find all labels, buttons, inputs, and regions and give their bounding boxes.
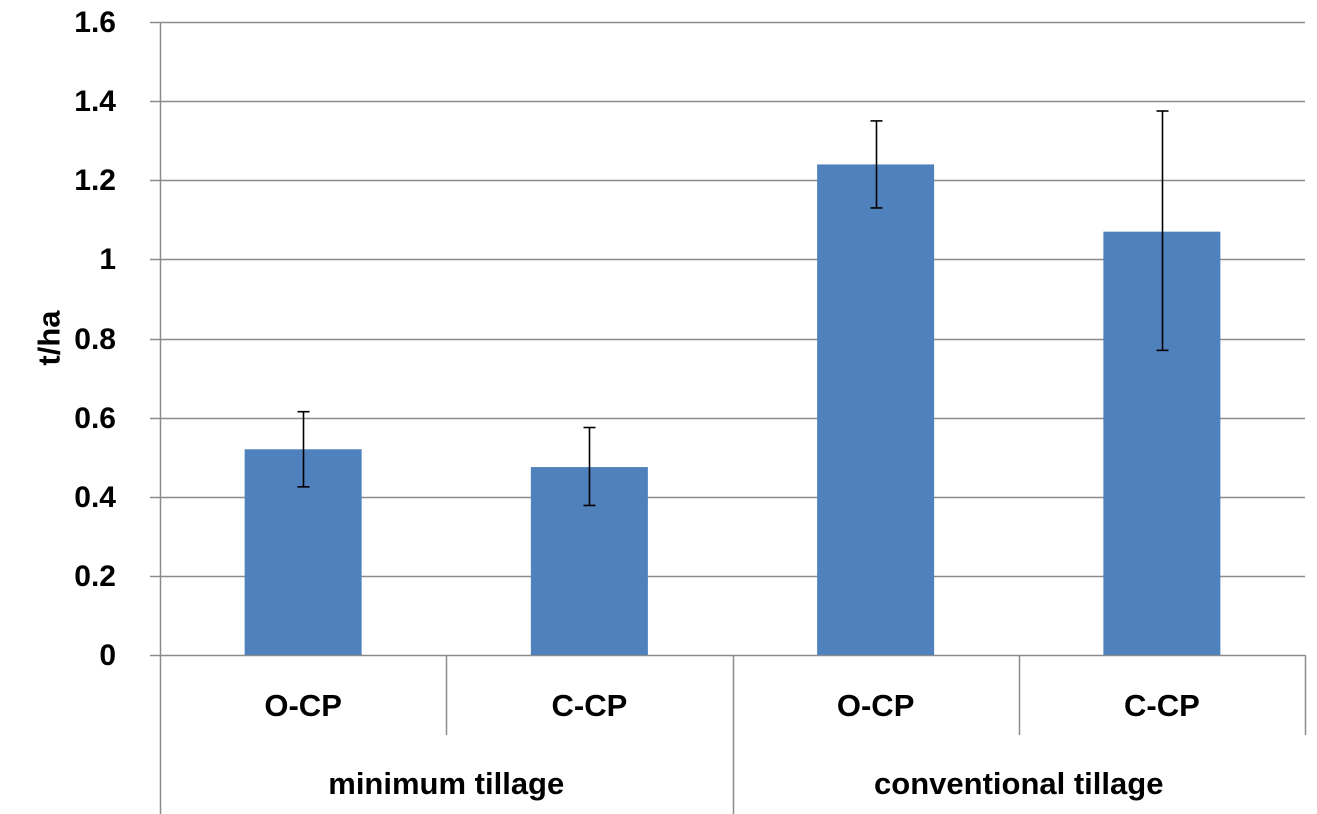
y-axis-title: t/ha	[32, 310, 67, 366]
y-tick-label: 1.4	[74, 85, 116, 118]
axis-labels: 0 0.2 0.4 0.6 0.8 1 1.2 1.4 1.6 O-CP C-CP O-CP C-CP m…	[74, 6, 1199, 801]
y-tick-label: 0.4	[74, 481, 116, 514]
bar	[817, 164, 935, 656]
y-tick-label: 0.2	[74, 560, 116, 593]
y-tick-label: 1	[99, 243, 116, 276]
x-group-label: minimum tillage	[328, 766, 564, 801]
y-tick-label: 0	[99, 639, 116, 672]
error-bars	[297, 110, 1169, 507]
x-category-label: O-CP	[837, 688, 915, 723]
x-category-label: C-CP	[551, 688, 627, 723]
bars	[244, 164, 1221, 656]
y-tick-label: 0.8	[74, 323, 116, 356]
y-tick-label: 0.6	[74, 402, 116, 435]
axes	[150, 21, 1307, 814]
x-category-label: C-CP	[1124, 688, 1200, 723]
x-category-label: O-CP	[264, 688, 342, 723]
y-tick-label: 1.6	[74, 6, 116, 39]
y-tick-label: 1.2	[74, 164, 116, 197]
x-group-label: conventional tillage	[874, 766, 1163, 801]
